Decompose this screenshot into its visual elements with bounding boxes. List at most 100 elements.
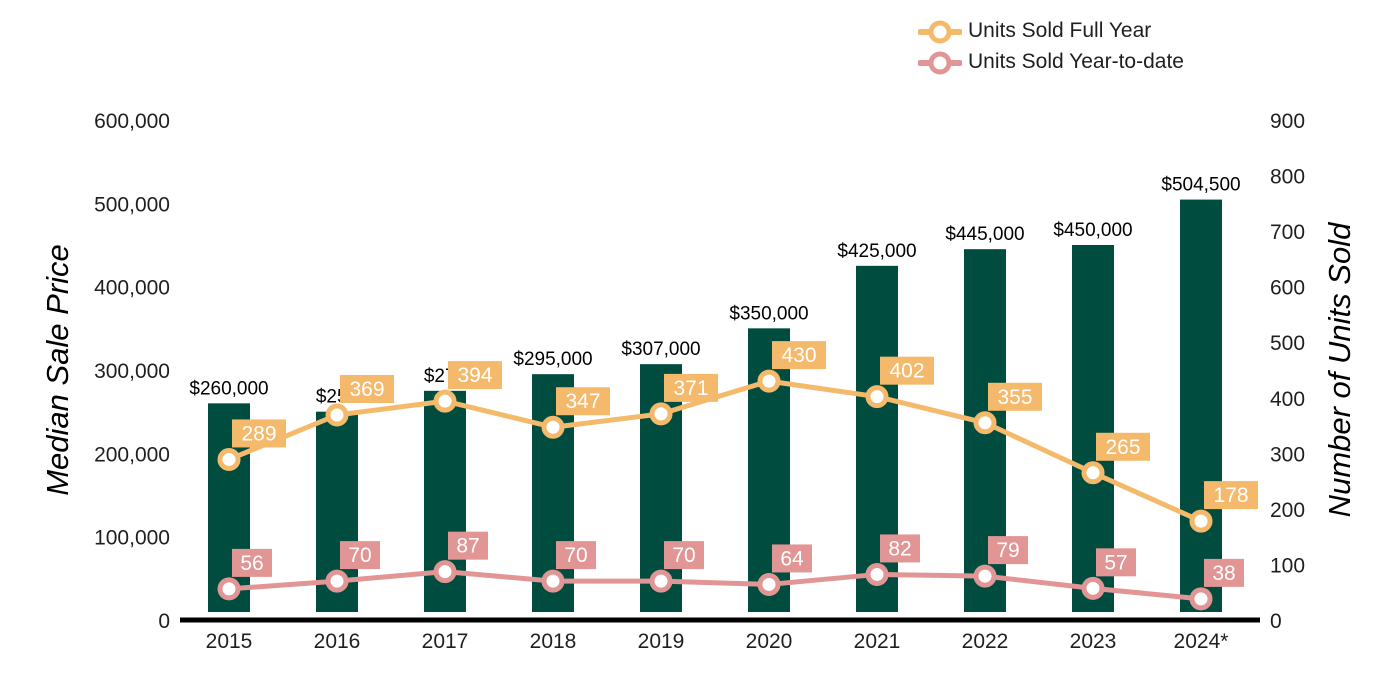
series-point xyxy=(217,577,241,601)
data-label-box xyxy=(988,382,1042,411)
series-point xyxy=(217,447,241,471)
data-label-box xyxy=(1096,548,1136,577)
y2-tick-label: 300 xyxy=(1270,443,1305,466)
series-point xyxy=(1189,509,1213,533)
x-tick-label: 2018 xyxy=(530,630,577,653)
data-label-box xyxy=(232,548,272,577)
data-label: 355 xyxy=(997,386,1032,409)
data-label: 87 xyxy=(456,535,479,558)
bar-value-label: $350,000 xyxy=(729,303,808,324)
legend-label-full-year: Units Sold Full Year xyxy=(968,19,1152,42)
data-label-box xyxy=(988,536,1028,565)
data-label-box xyxy=(664,541,704,570)
series-point xyxy=(433,389,457,413)
data-label-box xyxy=(1204,558,1244,587)
data-label: 70 xyxy=(672,544,695,567)
x-tick-label: 2023 xyxy=(1070,630,1117,653)
data-label: 402 xyxy=(889,360,924,383)
data-label-box xyxy=(1096,432,1150,461)
legend-item-ytd: Units Sold Year-to-date xyxy=(918,49,1338,77)
x-tick-label: 2024* xyxy=(1174,630,1229,653)
series-point xyxy=(973,564,997,588)
series-point xyxy=(325,403,349,427)
y2-tick-label: 400 xyxy=(1270,388,1305,411)
x-tick-label: 2017 xyxy=(422,630,469,653)
bar-value-label: $260,000 xyxy=(189,378,268,399)
y2-tick-label: 200 xyxy=(1270,499,1305,522)
x-tick-label: 2015 xyxy=(206,630,253,653)
series-point xyxy=(541,415,565,439)
series-point xyxy=(1189,587,1213,611)
series-point xyxy=(973,411,997,435)
y-axis-title: Median Sale Price xyxy=(40,244,75,496)
legend-item-full-year: Units Sold Full Year xyxy=(918,18,1338,46)
y2-tick-label: 600 xyxy=(1270,277,1305,300)
y-tick-label: 500,000 xyxy=(94,193,170,216)
y2-tick-label: 100 xyxy=(1270,554,1305,577)
data-label: 57 xyxy=(1104,551,1127,574)
y-tick-label: 400,000 xyxy=(94,277,170,300)
y-tick-label: 100,000 xyxy=(94,527,170,550)
series-point xyxy=(757,572,781,596)
bar-value-label: $295,000 xyxy=(513,349,592,370)
data-label: 38 xyxy=(1212,562,1235,585)
series-point xyxy=(757,369,781,393)
data-label: 178 xyxy=(1213,484,1248,507)
data-label-box xyxy=(448,531,488,560)
x-tick-label: 2016 xyxy=(314,630,361,653)
data-label: 430 xyxy=(781,344,816,367)
data-label-box xyxy=(340,541,380,570)
data-label-box xyxy=(664,373,718,402)
y2-tick-label: 900 xyxy=(1270,110,1305,133)
data-label: 56 xyxy=(240,552,263,575)
data-label-box xyxy=(340,375,394,403)
bar-value-label: $307,000 xyxy=(621,339,700,360)
data-label: 79 xyxy=(996,539,1019,562)
y-tick-label: 300,000 xyxy=(94,360,170,383)
data-label: 289 xyxy=(241,422,276,445)
data-label: 265 xyxy=(1105,436,1140,459)
series-point xyxy=(649,569,673,593)
y2-tick-label: 500 xyxy=(1270,332,1305,355)
y2-tick-label: 0 xyxy=(1270,610,1282,633)
data-label-box xyxy=(556,387,610,416)
data-label: 64 xyxy=(780,547,804,570)
y2-axis-title: Number of Units Sold xyxy=(1322,222,1357,518)
series-point xyxy=(865,562,889,586)
series-point xyxy=(325,569,349,593)
bar-value-label: $445,000 xyxy=(945,224,1024,245)
data-label-box xyxy=(1204,481,1258,510)
x-tick-label: 2021 xyxy=(854,630,901,653)
data-label: 347 xyxy=(565,390,600,413)
series-point xyxy=(649,402,673,426)
legend: Units Sold Full Year Units Sold Year-to-… xyxy=(918,18,1338,82)
data-label: 394 xyxy=(457,364,492,387)
y-tick-label: 200,000 xyxy=(94,443,170,466)
x-tick-label: 2020 xyxy=(746,630,793,653)
y-tick-label: 600,000 xyxy=(94,110,170,133)
data-label-box xyxy=(880,534,920,563)
data-label-box xyxy=(772,341,826,370)
bar-value-label: $504,500 xyxy=(1161,175,1240,196)
series-point xyxy=(1081,461,1105,485)
data-label: 70 xyxy=(348,544,371,567)
series-point xyxy=(865,385,889,409)
data-label: 70 xyxy=(564,544,587,567)
x-tick-label: 2022 xyxy=(962,630,1009,653)
y2-tick-label: 700 xyxy=(1270,221,1305,244)
data-label-box xyxy=(556,541,596,570)
data-label: 369 xyxy=(349,378,384,401)
legend-swatch-ytd xyxy=(918,51,962,75)
y2-tick-label: 800 xyxy=(1270,166,1305,189)
bar-value-label: $450,000 xyxy=(1053,220,1132,241)
legend-swatch-full-year xyxy=(918,20,962,44)
data-label-box xyxy=(232,419,286,448)
data-label: 82 xyxy=(888,537,911,560)
series-point xyxy=(1081,576,1105,600)
y-tick-label: 0 xyxy=(158,610,170,633)
data-label-box xyxy=(448,361,502,390)
series-point xyxy=(541,569,565,593)
series-point xyxy=(433,560,457,584)
